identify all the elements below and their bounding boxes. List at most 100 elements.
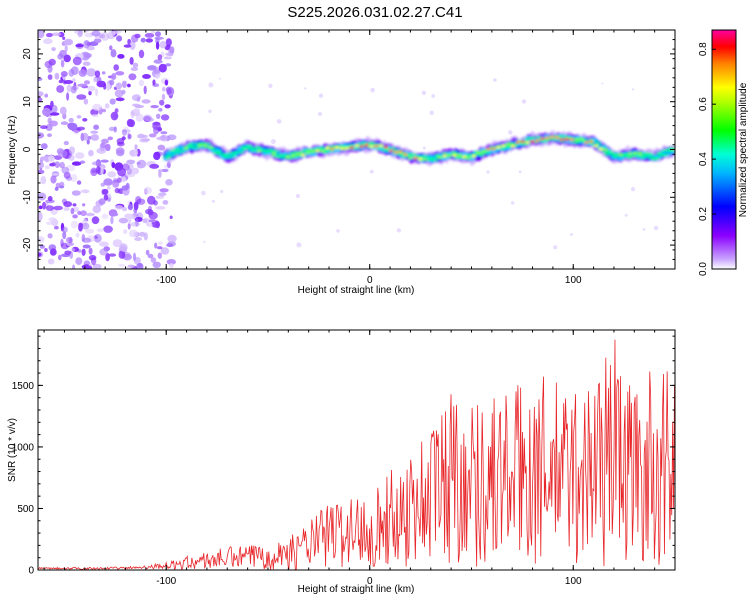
heatmap-hotspot [198, 144, 203, 147]
heatmap-speckle [201, 190, 206, 196]
colorbar-tick-label: 0.2 [698, 207, 709, 221]
heatmap-noise-cell [83, 98, 89, 105]
heatmap-noise-cell [76, 94, 87, 100]
heatmap-ridge-cell [529, 136, 536, 139]
heatmap-noise-cell [68, 154, 75, 161]
heatmap-hotspot [540, 137, 545, 140]
heatmap-noise-cell [38, 212, 43, 221]
heatmap-noise-cell [38, 162, 45, 168]
heatmap-speckle [295, 193, 300, 199]
heatmap-noise-cell [110, 216, 114, 225]
heatmap-noise-cell [74, 30, 79, 34]
heatmap-hotspot [496, 145, 501, 149]
heatmap-ridge-cell [287, 157, 294, 160]
heatmap-ridge-cell [274, 156, 282, 158]
heatmap-noise-cell [82, 244, 91, 249]
heatmap-hotspot [593, 144, 599, 148]
colorbar: 0.0 0.2 0.4 0.6 0.8 Normalized spectral ampl… [698, 29, 749, 276]
heatmap-hotspot [535, 139, 540, 142]
heatmap-noise-cell [133, 257, 141, 265]
heatmap-speckle [336, 229, 340, 233]
heatmap-ridge-cell [558, 140, 565, 142]
heatmap-noise-cell [86, 139, 90, 145]
heatmap-noise-cell [80, 210, 87, 217]
heatmap-noise-cell [68, 146, 75, 155]
heatmap-noise-cell [121, 206, 128, 212]
heatmap-hotspot [208, 145, 213, 149]
heatmap-noise-cell [154, 242, 158, 249]
heatmap-speckle [601, 82, 604, 85]
heatmap-ridge-cell [478, 154, 485, 157]
heatmap-noise-cell [157, 144, 166, 151]
snr-series-line [38, 339, 675, 570]
heatmap-ridge-cell [282, 152, 289, 155]
heatmap-noise-cell [141, 138, 151, 142]
heatmap-speckle [370, 87, 375, 93]
heatmap-hotspot [530, 140, 535, 143]
heatmap-ridge-cell [238, 151, 245, 154]
heatmap-x-tick-label: 0 [367, 275, 373, 286]
heatmap-noise-cell [147, 195, 156, 205]
heatmap-noise-cell [43, 38, 53, 45]
heatmap-speckle [493, 78, 497, 82]
heatmap-noise-cell [137, 133, 145, 139]
heatmap-hotspot [335, 146, 340, 149]
heatmap-noise-cell [45, 199, 55, 204]
heatmap-ridge-cell [653, 157, 661, 160]
heatmap-noise-cell [108, 126, 116, 132]
heatmap-noise-cell [91, 114, 99, 118]
heatmap-hotspot [476, 151, 481, 154]
heatmap-noise-cell [51, 218, 59, 227]
heatmap-hotspot [359, 145, 364, 148]
heatmap-noise-cell [156, 113, 161, 120]
heatmap-noise-cell [92, 77, 98, 83]
heatmap-ridge-cell [633, 154, 641, 157]
heatmap-noise-cell [126, 168, 132, 175]
heatmap-ridge-cell [250, 149, 258, 152]
heatmap-noise-cell [80, 132, 85, 142]
colorbar-label: Normalized spectral amplitude [738, 82, 749, 217]
heatmap-noise-cell [38, 91, 44, 97]
heatmap-hotspot [408, 156, 413, 160]
heatmap-noise-cell [90, 256, 97, 266]
heatmap-noise-cell [167, 161, 171, 169]
heatmap-noise-cell [81, 234, 86, 242]
heatmap-ridge-cell [551, 138, 558, 141]
heatmap-y-tick-label: 0 [22, 146, 33, 152]
heatmap-noise-cell [130, 67, 139, 71]
heatmap-noise-cell [115, 97, 125, 102]
heatmap-noise-cell [109, 79, 115, 86]
heatmap-ridge-cell [639, 156, 646, 159]
heatmap-ridge-cell [390, 147, 397, 149]
heatmap-hotspot [569, 138, 574, 141]
heatmap-noise-cell [109, 98, 116, 105]
heatmap-noise-cell [157, 54, 163, 61]
snr-y-tick-label: 500 [17, 504, 34, 515]
heatmap-noise-cell [57, 149, 68, 158]
heatmap-hotspot [354, 144, 359, 147]
heatmap-noise-cell [135, 113, 144, 122]
heatmap-noise-cell [128, 119, 136, 128]
heatmap-noise-cell [70, 248, 76, 252]
heatmap-noise-cell [82, 118, 88, 122]
snr-x-tick-label: 100 [565, 576, 582, 587]
heatmap-hotspot [510, 144, 516, 148]
heatmap-noise-cell [42, 201, 46, 210]
heatmap-noise-cell [159, 41, 167, 49]
heatmap-speckle [422, 146, 426, 150]
heatmap-ridge-cell [670, 151, 675, 154]
heatmap-hotspot [559, 138, 564, 141]
heatmap-noise-cell [90, 134, 99, 141]
heatmap-hotspot [369, 145, 374, 148]
heatmap-noise-cell [118, 217, 129, 224]
heatmap-hotspot [486, 147, 491, 151]
heatmap-noise-cell [103, 225, 113, 233]
heatmap-noise-cell [104, 103, 110, 109]
heatmap-noise-cell [150, 105, 159, 109]
heatmap-noise-cell [111, 162, 116, 169]
heatmap-hotspot [554, 136, 560, 139]
heatmap-noise-cell [145, 38, 153, 43]
heatmap-speckle [429, 110, 434, 116]
heatmap-noise-cell [112, 179, 120, 188]
